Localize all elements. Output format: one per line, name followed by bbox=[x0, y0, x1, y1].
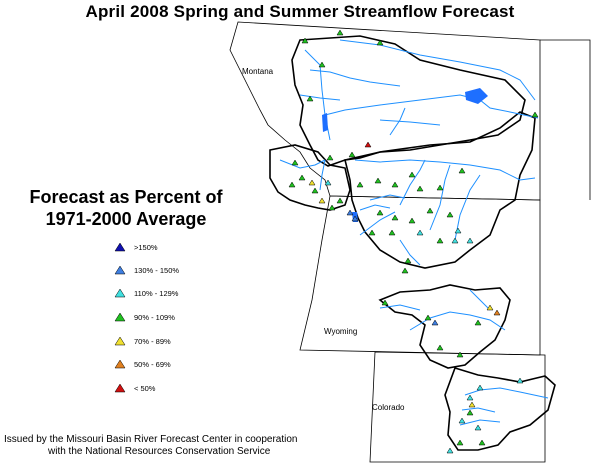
canyon-ferry-reservoir bbox=[322, 113, 328, 132]
triangle-icon bbox=[114, 265, 126, 275]
upper-yellowstone-basin bbox=[344, 111, 536, 269]
little-bighorn bbox=[399, 239, 421, 266]
montana-boundary bbox=[229, 21, 541, 201]
legend-item: < 50% bbox=[114, 381, 155, 395]
upper-bighorn-basin bbox=[269, 144, 351, 211]
forecast-stations bbox=[288, 29, 539, 454]
stations-cyan bbox=[324, 179, 524, 454]
triangle-icon bbox=[114, 359, 126, 369]
fort-peck-reservoir bbox=[465, 88, 488, 104]
sun-river bbox=[299, 94, 341, 101]
legend-label: < 50% bbox=[134, 383, 156, 393]
basin-outlines bbox=[269, 35, 556, 451]
platte-basin bbox=[378, 284, 511, 369]
legend-item: >150% bbox=[114, 240, 158, 254]
triangle-icon bbox=[114, 312, 126, 322]
stations-green bbox=[288, 29, 539, 446]
jefferson-river bbox=[279, 159, 326, 169]
triangle-icon bbox=[114, 383, 126, 393]
bighorn-river bbox=[399, 159, 426, 206]
wyoming-boundary bbox=[299, 195, 541, 356]
upper-missouri-basin bbox=[291, 35, 526, 167]
legend-label: 130% - 150% bbox=[134, 265, 180, 275]
laramie-river bbox=[469, 289, 491, 311]
state-boundaries bbox=[229, 21, 591, 463]
legend-title: Forecast as Percent of 1971-2000 Average bbox=[26, 186, 226, 230]
legend-title-line2: 1971-2000 Average bbox=[45, 209, 207, 229]
musselshell-river bbox=[379, 119, 441, 126]
footer-credit: Issued by the Missouri Basin River Forec… bbox=[4, 434, 297, 458]
marias-river bbox=[309, 69, 401, 87]
cache-la-poudre bbox=[461, 407, 496, 413]
yellowstone-river bbox=[354, 159, 536, 181]
map-title: April 2008 Spring and Summer Streamflow … bbox=[85, 2, 515, 21]
legend-label: 90% - 109% bbox=[134, 312, 175, 322]
shoshone-river bbox=[369, 194, 406, 201]
legend-label: >150% bbox=[134, 242, 158, 252]
legend-item: 90% - 109% bbox=[114, 310, 175, 324]
south-platte-basin bbox=[444, 367, 556, 451]
legend-item: 110% - 129% bbox=[114, 286, 178, 300]
colorado-boundary bbox=[369, 351, 546, 463]
state-label-montana: Montana bbox=[242, 67, 274, 76]
rivers bbox=[279, 39, 549, 426]
legend-item: 70% - 89% bbox=[114, 334, 171, 348]
tongue-river bbox=[429, 164, 451, 231]
gallatin-river bbox=[319, 159, 326, 191]
legend-label: 50% - 69% bbox=[134, 359, 171, 369]
stations-red bbox=[364, 141, 372, 148]
legend-title-line1: Forecast as Percent of bbox=[29, 187, 223, 207]
south-platte-river bbox=[464, 387, 549, 399]
wind-river bbox=[359, 211, 396, 236]
stations-orange bbox=[493, 309, 501, 316]
footer-line2: with the National Resources Conservation… bbox=[48, 446, 271, 457]
sweetwater-river bbox=[379, 304, 421, 311]
clarks-fork bbox=[359, 204, 391, 211]
state-label-colorado: Colorado bbox=[372, 403, 405, 412]
stations-blue bbox=[346, 209, 439, 326]
triangle-icon bbox=[114, 288, 126, 298]
stations-yellow bbox=[308, 179, 494, 408]
footer-line1: Issued by the Missouri Basin River Forec… bbox=[4, 434, 298, 445]
state-label-wyoming: Wyoming bbox=[324, 327, 357, 336]
state-line-east bbox=[540, 39, 591, 200]
triangle-icon bbox=[114, 336, 126, 346]
triangle-icon bbox=[114, 242, 126, 252]
big-thompson bbox=[459, 419, 501, 426]
legend-label: 110% - 129% bbox=[134, 288, 179, 298]
powder-river bbox=[454, 174, 481, 241]
judith-river bbox=[389, 107, 406, 136]
milk-river bbox=[339, 39, 536, 101]
legend-item: 50% - 69% bbox=[114, 357, 171, 371]
legend-item: 130% - 150% bbox=[114, 263, 179, 277]
legend-label: 70% - 89% bbox=[134, 336, 171, 346]
